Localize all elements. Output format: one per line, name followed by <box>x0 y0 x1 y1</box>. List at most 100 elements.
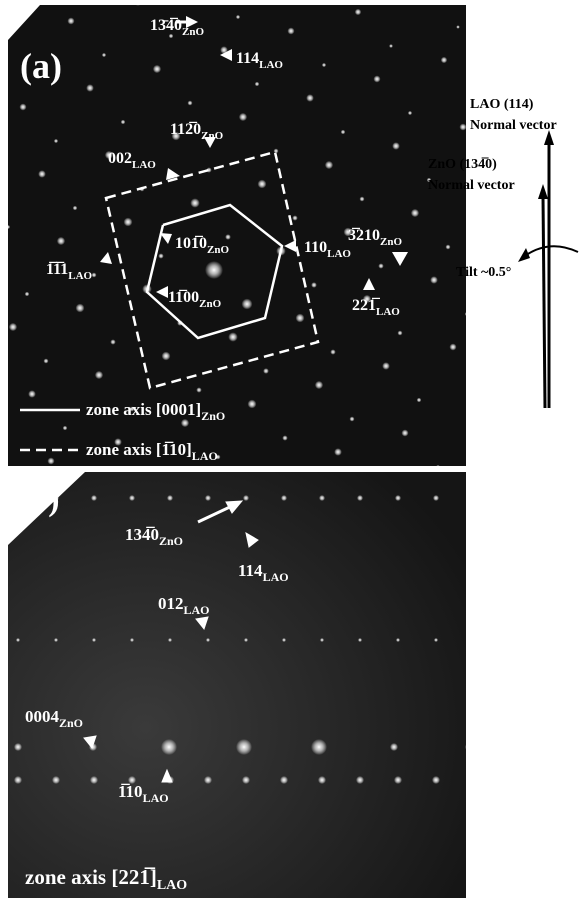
spot <box>357 495 363 501</box>
spot <box>493 666 496 669</box>
zno-normal-vector: Normal vector <box>428 178 515 193</box>
spot <box>242 299 253 310</box>
spot <box>63 426 68 431</box>
spot <box>228 332 237 341</box>
spot <box>330 349 335 354</box>
spot <box>319 495 325 501</box>
index: zone axis [1̅10] <box>86 440 192 459</box>
subscript: ZnO <box>199 298 221 310</box>
subscript: ZnO <box>59 716 83 730</box>
subscript: LAO <box>143 791 169 805</box>
spot <box>48 458 55 465</box>
spot <box>536 392 542 398</box>
spot <box>475 92 479 96</box>
spot <box>358 638 362 642</box>
spot <box>355 9 361 15</box>
spot <box>441 57 447 63</box>
spot <box>318 776 326 784</box>
spot <box>498 258 505 265</box>
spot <box>162 352 171 361</box>
spot <box>14 776 22 784</box>
spot <box>503 446 507 450</box>
spot <box>206 638 210 642</box>
spot <box>121 120 126 125</box>
spot <box>169 34 174 39</box>
tilt-angle: Tilt ~0.5° <box>456 265 511 280</box>
spot <box>551 360 555 364</box>
spot <box>130 638 134 642</box>
index: 114 <box>238 561 263 580</box>
subscript: ZnO <box>207 244 229 256</box>
spot <box>474 599 477 602</box>
spot <box>92 638 96 642</box>
index: 1̅1̅1 <box>46 260 68 278</box>
spot <box>0 544 6 550</box>
panel-b <box>8 472 466 898</box>
spot <box>258 180 267 189</box>
index: 002 <box>108 150 132 167</box>
spot <box>507 545 512 550</box>
spot <box>411 209 419 217</box>
spot <box>315 381 323 389</box>
spot <box>334 448 342 456</box>
spot <box>188 101 193 106</box>
spot <box>434 638 438 642</box>
spot <box>28 390 36 398</box>
spot <box>181 419 189 427</box>
spot <box>513 226 518 231</box>
spot <box>25 292 30 297</box>
spot <box>282 638 286 642</box>
spot <box>239 113 247 121</box>
spot <box>9 323 17 331</box>
spot <box>432 776 440 784</box>
index: 012 <box>158 594 184 613</box>
spot <box>561 648 564 651</box>
spot <box>20 104 27 111</box>
spot <box>527 613 532 618</box>
spot <box>311 282 317 288</box>
lao-normal-vector: Normal vector <box>470 118 557 133</box>
tilt-diagram <box>518 130 578 408</box>
spot <box>389 44 393 48</box>
spot <box>532 293 536 297</box>
spot <box>484 379 488 383</box>
spot <box>167 495 173 501</box>
subscript: LAO <box>192 449 218 463</box>
index: 13̄4̅0 <box>150 16 182 34</box>
spot <box>102 53 106 57</box>
spot <box>158 253 163 258</box>
spot <box>14 743 22 751</box>
subscript: LAO <box>68 270 92 282</box>
figure: (a) 13̄4̅0ZnO114LAO112̅0ZnO002LAO101̅0Zn… <box>0 0 586 898</box>
spot <box>6 225 10 229</box>
panel-label: (a) <box>20 46 62 86</box>
zno-normal: ZnO (134̅0) <box>428 156 497 172</box>
index: 3̅210 <box>348 226 380 244</box>
spot <box>374 76 381 83</box>
spot <box>522 513 525 516</box>
spot <box>306 94 314 102</box>
index: 110 <box>304 239 327 256</box>
index: 101̅0 <box>175 234 207 252</box>
spot <box>322 63 326 67</box>
spot <box>95 371 103 379</box>
spot <box>523 6 526 9</box>
spot <box>320 638 324 642</box>
spot <box>54 139 58 143</box>
spot <box>225 234 231 240</box>
spot <box>465 312 470 317</box>
spot <box>565 239 571 245</box>
spot <box>430 276 438 284</box>
spot <box>408 111 412 115</box>
spot <box>38 170 46 178</box>
spot <box>110 339 115 344</box>
spot <box>378 263 383 268</box>
spot <box>575 527 580 532</box>
spot <box>281 495 287 501</box>
spot <box>248 400 257 409</box>
spot <box>395 495 401 501</box>
index: 134̅0 <box>125 525 159 544</box>
subscript: LAO <box>132 159 156 171</box>
spot <box>204 776 212 784</box>
subscript: LAO <box>184 603 210 617</box>
